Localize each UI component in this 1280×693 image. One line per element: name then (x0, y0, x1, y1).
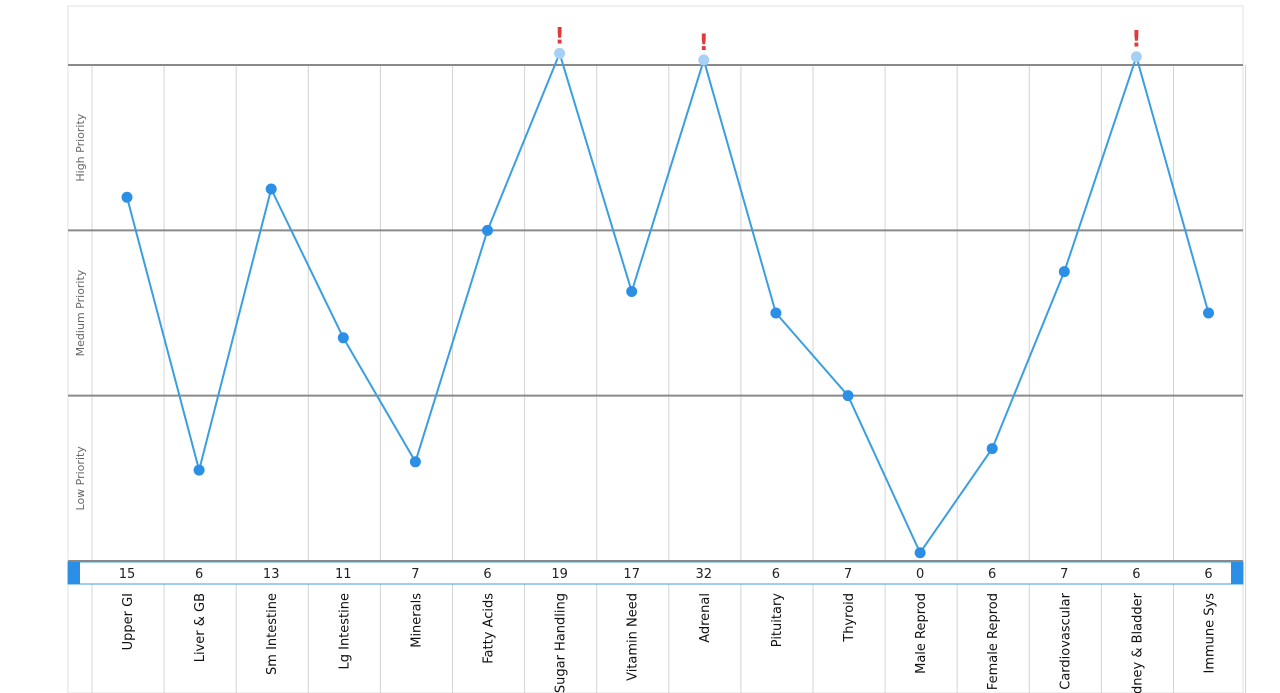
data-point[interactable] (842, 390, 854, 402)
category-label: Minerals (409, 593, 424, 648)
category-label: Lg Intestine (337, 593, 352, 670)
data-point[interactable] (482, 224, 493, 236)
data-point[interactable] (337, 332, 349, 344)
count-label: 7 (844, 567, 852, 582)
alert-layer: !!! (555, 24, 1142, 56)
count-label: 6 (195, 567, 203, 582)
data-point[interactable] (554, 47, 566, 59)
alert-mark: ! (699, 31, 709, 56)
band-label: Medium Priority (74, 269, 87, 356)
scroll-handle-right[interactable] (1231, 562, 1243, 584)
count-label: 6 (1204, 567, 1212, 582)
data-point[interactable] (626, 286, 638, 298)
category-label: Upper GI (121, 593, 136, 650)
count-label: 15 (119, 567, 136, 582)
category-label: Cardiovascular (1058, 592, 1073, 689)
count-label: 6 (1132, 567, 1140, 582)
category-label: Fatty Acids (482, 593, 497, 664)
data-point[interactable] (121, 191, 133, 203)
count-label: 11 (335, 567, 352, 582)
data-point[interactable] (193, 464, 205, 476)
count-label: 0 (916, 567, 924, 582)
category-label: Thyroid (842, 593, 857, 643)
count-label: 6 (988, 567, 996, 582)
data-point[interactable] (1058, 266, 1070, 278)
category-label: Immune Sys (1203, 593, 1218, 674)
data-point[interactable] (265, 183, 277, 195)
data-point[interactable] (1130, 51, 1142, 63)
alert-mark: ! (555, 24, 565, 49)
scroll-handle-left[interactable] (68, 562, 80, 584)
category-label: Pituitary (770, 593, 785, 648)
count-bar (67, 561, 1244, 585)
band-label-layer: Low Priority Medium Priority High Priority (74, 113, 87, 510)
category-label: Adrenal (698, 593, 713, 643)
data-point[interactable] (409, 456, 421, 468)
count-label: 6 (772, 567, 780, 582)
count-label: 7 (411, 567, 419, 582)
category-label: Liver & GB (193, 593, 208, 662)
data-point[interactable] (914, 547, 926, 559)
data-point[interactable] (1203, 307, 1214, 319)
series-line-layer (126, 52, 1210, 554)
category-label: Male Reprod (914, 593, 929, 674)
data-point[interactable] (986, 443, 998, 455)
data-point[interactable] (770, 307, 782, 319)
alert-mark: ! (1131, 28, 1141, 53)
band-layer (68, 64, 1243, 562)
data-point[interactable] (698, 54, 710, 66)
count-label: 13 (263, 567, 280, 582)
grid-layer (91, 65, 1247, 693)
band-label: High Priority (74, 113, 87, 181)
category-label: Vitamin Need (626, 593, 641, 681)
count-label: 32 (696, 567, 713, 582)
category-label: dney & Bladder (1130, 592, 1145, 693)
count-label: 6 (483, 567, 491, 582)
count-label: 7 (1060, 567, 1068, 582)
band-label: Low Priority (74, 446, 87, 511)
category-label: Sugar Handling (554, 593, 569, 693)
category-label-layer: Upper GI Liver & GB Sm Intestine Lg Intesti… (121, 592, 1218, 693)
category-label: Sm Intestine (265, 593, 280, 675)
series-line (126, 52, 1210, 554)
series-point-layer (121, 47, 1214, 559)
count-label: 17 (623, 567, 640, 582)
count-label: 19 (551, 567, 568, 582)
count-layer: 15 6 13 11 7 6 19 17 32 6 7 0 6 7 6 6 (119, 567, 1213, 582)
category-label: Female Reprod (986, 593, 1001, 690)
chart-frame (67, 5, 1244, 693)
